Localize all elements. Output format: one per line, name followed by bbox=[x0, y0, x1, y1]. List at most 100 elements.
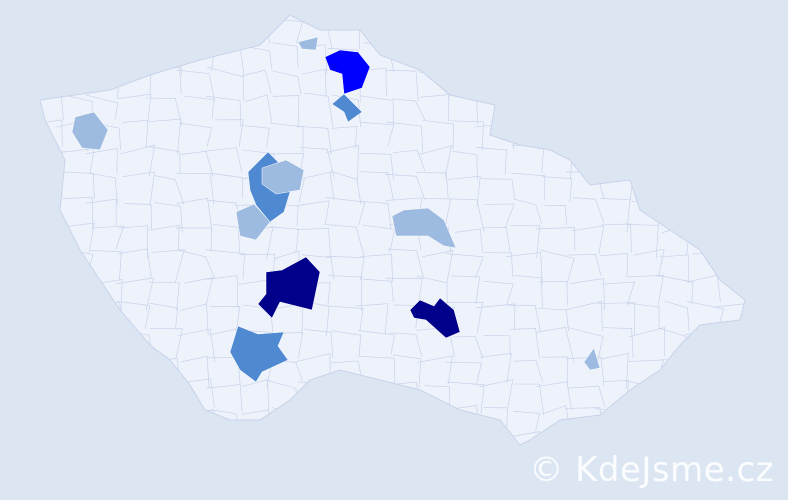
district-border bbox=[450, 120, 484, 151]
district-border bbox=[265, 436, 305, 445]
district-border bbox=[687, 196, 724, 230]
district-border bbox=[362, 432, 387, 445]
district-border bbox=[565, 300, 603, 331]
district-border bbox=[91, 353, 126, 385]
district-border bbox=[543, 16, 573, 49]
district-border bbox=[539, 249, 575, 284]
district-border bbox=[506, 252, 543, 285]
district-border bbox=[40, 303, 64, 335]
district-r7[interactable] bbox=[235, 203, 271, 241]
district-r6[interactable] bbox=[261, 159, 305, 195]
district-border bbox=[301, 69, 327, 97]
district-border bbox=[40, 175, 57, 203]
district-border bbox=[179, 303, 209, 336]
district-border bbox=[453, 41, 480, 68]
district-border bbox=[62, 358, 93, 387]
district-border bbox=[686, 300, 725, 329]
district-border bbox=[514, 359, 543, 382]
district-border bbox=[512, 73, 538, 98]
district-border bbox=[180, 355, 210, 389]
district-border bbox=[603, 144, 628, 179]
district-border bbox=[445, 361, 482, 385]
district-border bbox=[214, 119, 244, 147]
district-border bbox=[514, 383, 544, 415]
district-r4[interactable] bbox=[71, 111, 109, 151]
district-border bbox=[572, 69, 600, 99]
district-border bbox=[384, 277, 423, 311]
district-border bbox=[566, 356, 605, 387]
district-border bbox=[205, 147, 243, 173]
district-border bbox=[689, 171, 726, 204]
district-border bbox=[634, 407, 665, 435]
district-border bbox=[513, 198, 542, 225]
district-border bbox=[40, 383, 62, 415]
district-r1[interactable] bbox=[297, 36, 319, 51]
district-border bbox=[385, 174, 426, 200]
district-border bbox=[419, 145, 453, 177]
district-border bbox=[715, 67, 745, 96]
district-border bbox=[299, 146, 335, 178]
district-border bbox=[118, 248, 152, 278]
district-r3[interactable] bbox=[331, 93, 363, 123]
district-border bbox=[124, 203, 152, 229]
district-border bbox=[331, 433, 365, 445]
district-border bbox=[326, 411, 358, 440]
district-r8[interactable] bbox=[391, 207, 457, 249]
district-border bbox=[116, 277, 155, 310]
district-border bbox=[511, 172, 546, 201]
district-border bbox=[206, 95, 242, 127]
district-r2[interactable] bbox=[324, 49, 371, 95]
district-border bbox=[301, 254, 335, 280]
district-border bbox=[753, 94, 783, 127]
district-border bbox=[55, 306, 95, 331]
district-border bbox=[416, 172, 449, 198]
district-border bbox=[62, 196, 94, 231]
district-border bbox=[393, 354, 422, 389]
district-border bbox=[454, 228, 484, 253]
district-border bbox=[595, 73, 634, 94]
district-border bbox=[664, 300, 690, 331]
district-r12[interactable] bbox=[583, 347, 601, 371]
district-border bbox=[475, 303, 516, 331]
district-r9[interactable] bbox=[257, 256, 321, 319]
district-border bbox=[356, 413, 390, 435]
district-border bbox=[331, 330, 362, 356]
district-r11[interactable] bbox=[229, 325, 289, 383]
district-border bbox=[543, 50, 574, 72]
district-border bbox=[599, 253, 628, 276]
district-border bbox=[206, 66, 244, 101]
district-r10[interactable] bbox=[409, 297, 461, 339]
district-border bbox=[599, 121, 635, 149]
district-border bbox=[514, 275, 543, 309]
district-border bbox=[331, 126, 358, 149]
district-border bbox=[176, 433, 212, 445]
district-border bbox=[480, 227, 511, 253]
district-border bbox=[298, 171, 335, 200]
district-border bbox=[393, 149, 426, 172]
district-border bbox=[120, 144, 156, 177]
district-border bbox=[571, 22, 598, 42]
district-border bbox=[657, 406, 692, 433]
district-border bbox=[751, 224, 783, 255]
district-border bbox=[355, 303, 389, 335]
district-border bbox=[296, 200, 330, 225]
district-border bbox=[325, 197, 366, 226]
district-border bbox=[476, 431, 510, 445]
district-border bbox=[55, 436, 89, 445]
district-border bbox=[659, 199, 693, 228]
district-border bbox=[175, 69, 215, 102]
district-border bbox=[93, 279, 123, 311]
district-border bbox=[178, 122, 213, 147]
district-border bbox=[746, 197, 779, 231]
district-border bbox=[57, 279, 93, 309]
district-border bbox=[541, 176, 573, 203]
district-border bbox=[478, 379, 514, 407]
district-border bbox=[715, 248, 745, 281]
district-border bbox=[513, 410, 540, 432]
district-border bbox=[507, 304, 541, 332]
district-border bbox=[123, 383, 153, 409]
district-border bbox=[304, 92, 334, 129]
district-border bbox=[536, 381, 572, 411]
district-border bbox=[177, 249, 216, 279]
